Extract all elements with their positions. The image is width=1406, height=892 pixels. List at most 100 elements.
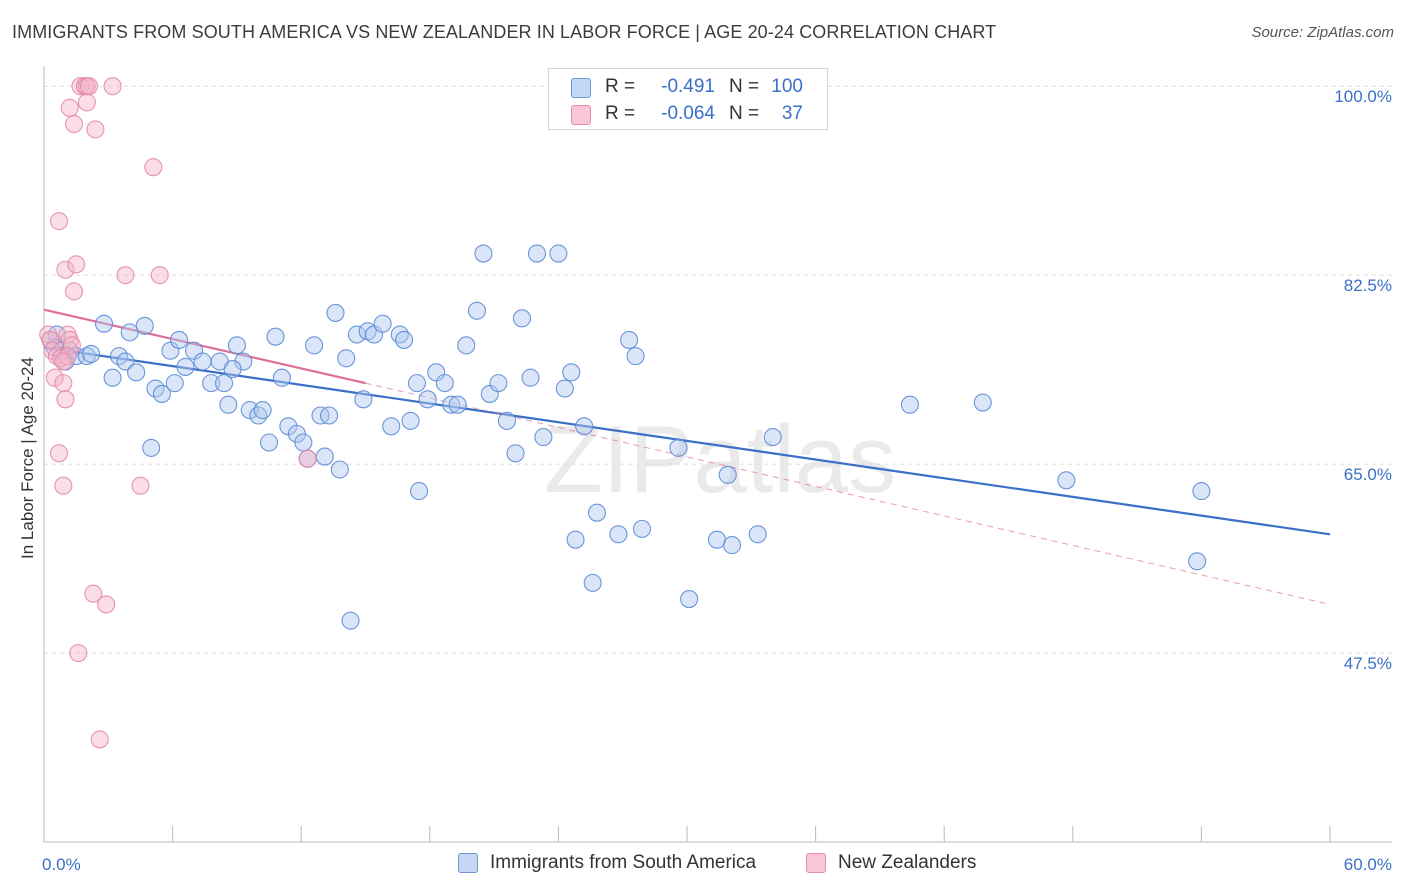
x-tick-label: 0.0% bbox=[42, 855, 81, 874]
data-point-blue bbox=[320, 406, 339, 425]
data-point-blue bbox=[718, 465, 737, 484]
data-point-blue bbox=[669, 438, 688, 457]
data-point-blue bbox=[587, 503, 607, 522]
data-point-blue bbox=[127, 363, 146, 382]
data-point-blue bbox=[620, 330, 639, 349]
data-point-blue bbox=[94, 314, 114, 333]
data-point-blue bbox=[763, 428, 782, 447]
correlation-legend: R = -0.491 N = 100 R = -0.064 N = 37 bbox=[548, 68, 828, 130]
data-point-blue bbox=[294, 433, 313, 452]
data-point-blue bbox=[326, 303, 345, 322]
data-point-blue bbox=[410, 482, 429, 501]
legend-n-label: N = bbox=[729, 76, 760, 97]
data-point-blue bbox=[527, 244, 547, 263]
legend-r-label: R = bbox=[605, 76, 636, 97]
legend-row-pink: R = -0.064 N = 37 bbox=[549, 102, 827, 128]
series-blue-points bbox=[41, 244, 1211, 630]
trend-lines bbox=[43, 308, 1331, 605]
data-point-blue bbox=[1057, 471, 1076, 490]
data-point-blue bbox=[272, 368, 291, 387]
data-point-blue bbox=[103, 368, 122, 387]
data-point-blue bbox=[116, 352, 135, 371]
data-point-blue bbox=[266, 327, 285, 346]
data-point-blue bbox=[337, 349, 356, 368]
data-point-pink bbox=[69, 643, 88, 663]
data-point-blue bbox=[407, 374, 426, 393]
legend-swatch-blue bbox=[458, 853, 478, 873]
data-point-pink bbox=[79, 77, 99, 96]
data-point-blue bbox=[193, 352, 212, 371]
data-point-blue bbox=[506, 444, 525, 463]
data-point-blue bbox=[555, 379, 574, 398]
legend-n-value: 37 bbox=[781, 103, 803, 124]
legend-swatch-pink bbox=[806, 853, 826, 873]
data-point-blue bbox=[165, 374, 184, 393]
data-point-blue bbox=[457, 336, 476, 355]
legend-swatch-blue bbox=[571, 78, 591, 98]
data-point-blue bbox=[435, 374, 454, 393]
data-point-blue bbox=[521, 368, 540, 387]
data-point-blue bbox=[748, 525, 767, 544]
legend-r-value: -0.491 bbox=[661, 76, 715, 97]
data-point-blue bbox=[474, 244, 493, 263]
data-point-blue bbox=[152, 384, 171, 403]
data-point-pink bbox=[97, 595, 116, 614]
data-point-blue bbox=[176, 357, 195, 376]
data-point-pink bbox=[116, 266, 135, 285]
data-point-blue bbox=[1188, 552, 1207, 571]
data-point-blue bbox=[418, 390, 437, 409]
data-point-pink bbox=[45, 368, 64, 387]
y-tick-label: 82.5% bbox=[1344, 276, 1392, 295]
data-point-blue bbox=[382, 417, 401, 436]
data-point-blue bbox=[467, 301, 487, 320]
y-tick-label: 65.0% bbox=[1344, 465, 1392, 484]
data-point-pink bbox=[64, 282, 84, 301]
axes bbox=[43, 66, 1392, 843]
data-point-pink bbox=[62, 336, 81, 355]
data-point-blue bbox=[354, 390, 373, 409]
legend-swatch-pink bbox=[571, 105, 591, 125]
data-point-pink bbox=[60, 98, 79, 117]
data-point-blue bbox=[401, 411, 420, 430]
data-point-blue bbox=[373, 314, 392, 333]
data-point-blue bbox=[1192, 482, 1211, 501]
data-point-pink bbox=[84, 584, 103, 603]
data-point-blue bbox=[395, 330, 414, 349]
data-point-blue bbox=[534, 428, 553, 447]
data-point-blue bbox=[82, 344, 101, 364]
data-point-pink bbox=[77, 93, 96, 112]
data-point-pink bbox=[54, 352, 73, 371]
series-pink-points bbox=[39, 77, 317, 749]
data-point-blue bbox=[202, 374, 221, 393]
data-point-pink bbox=[103, 77, 122, 96]
data-point-blue bbox=[169, 330, 189, 349]
data-point-blue bbox=[632, 519, 652, 538]
legend-r-value: -0.064 bbox=[661, 103, 715, 124]
data-point-blue bbox=[680, 590, 699, 609]
data-point-blue bbox=[214, 374, 234, 393]
data-point-blue bbox=[707, 530, 727, 549]
data-point-pink bbox=[131, 476, 150, 495]
y-tick-label: 47.5% bbox=[1344, 654, 1392, 673]
data-point-pink bbox=[41, 330, 60, 349]
trend-line-blue bbox=[43, 346, 1331, 536]
data-point-blue bbox=[973, 393, 992, 412]
data-point-blue bbox=[448, 395, 467, 414]
y-tick-label: 100.0% bbox=[1334, 87, 1392, 106]
data-point-blue bbox=[512, 309, 532, 328]
legend-n-value: 100 bbox=[771, 76, 803, 97]
data-point-blue bbox=[562, 363, 581, 382]
legend-n-label: N = bbox=[729, 103, 760, 124]
data-point-pink bbox=[67, 255, 86, 274]
data-point-blue bbox=[223, 360, 242, 379]
watermark: ZIPatlas bbox=[544, 406, 896, 513]
data-point-pink bbox=[56, 390, 75, 409]
legend-row-blue: R = -0.491 N = 100 bbox=[549, 75, 827, 101]
x-tick-label: 60.0% bbox=[1344, 855, 1392, 874]
data-point-blue bbox=[566, 530, 585, 549]
x-tick-labels: 0.0% 60.0% bbox=[42, 855, 1392, 874]
chart-title: IMMIGRANTS FROM SOUTH AMERICA VS NEW ZEA… bbox=[12, 22, 997, 42]
data-point-blue bbox=[253, 401, 272, 420]
data-point-blue bbox=[900, 395, 919, 414]
